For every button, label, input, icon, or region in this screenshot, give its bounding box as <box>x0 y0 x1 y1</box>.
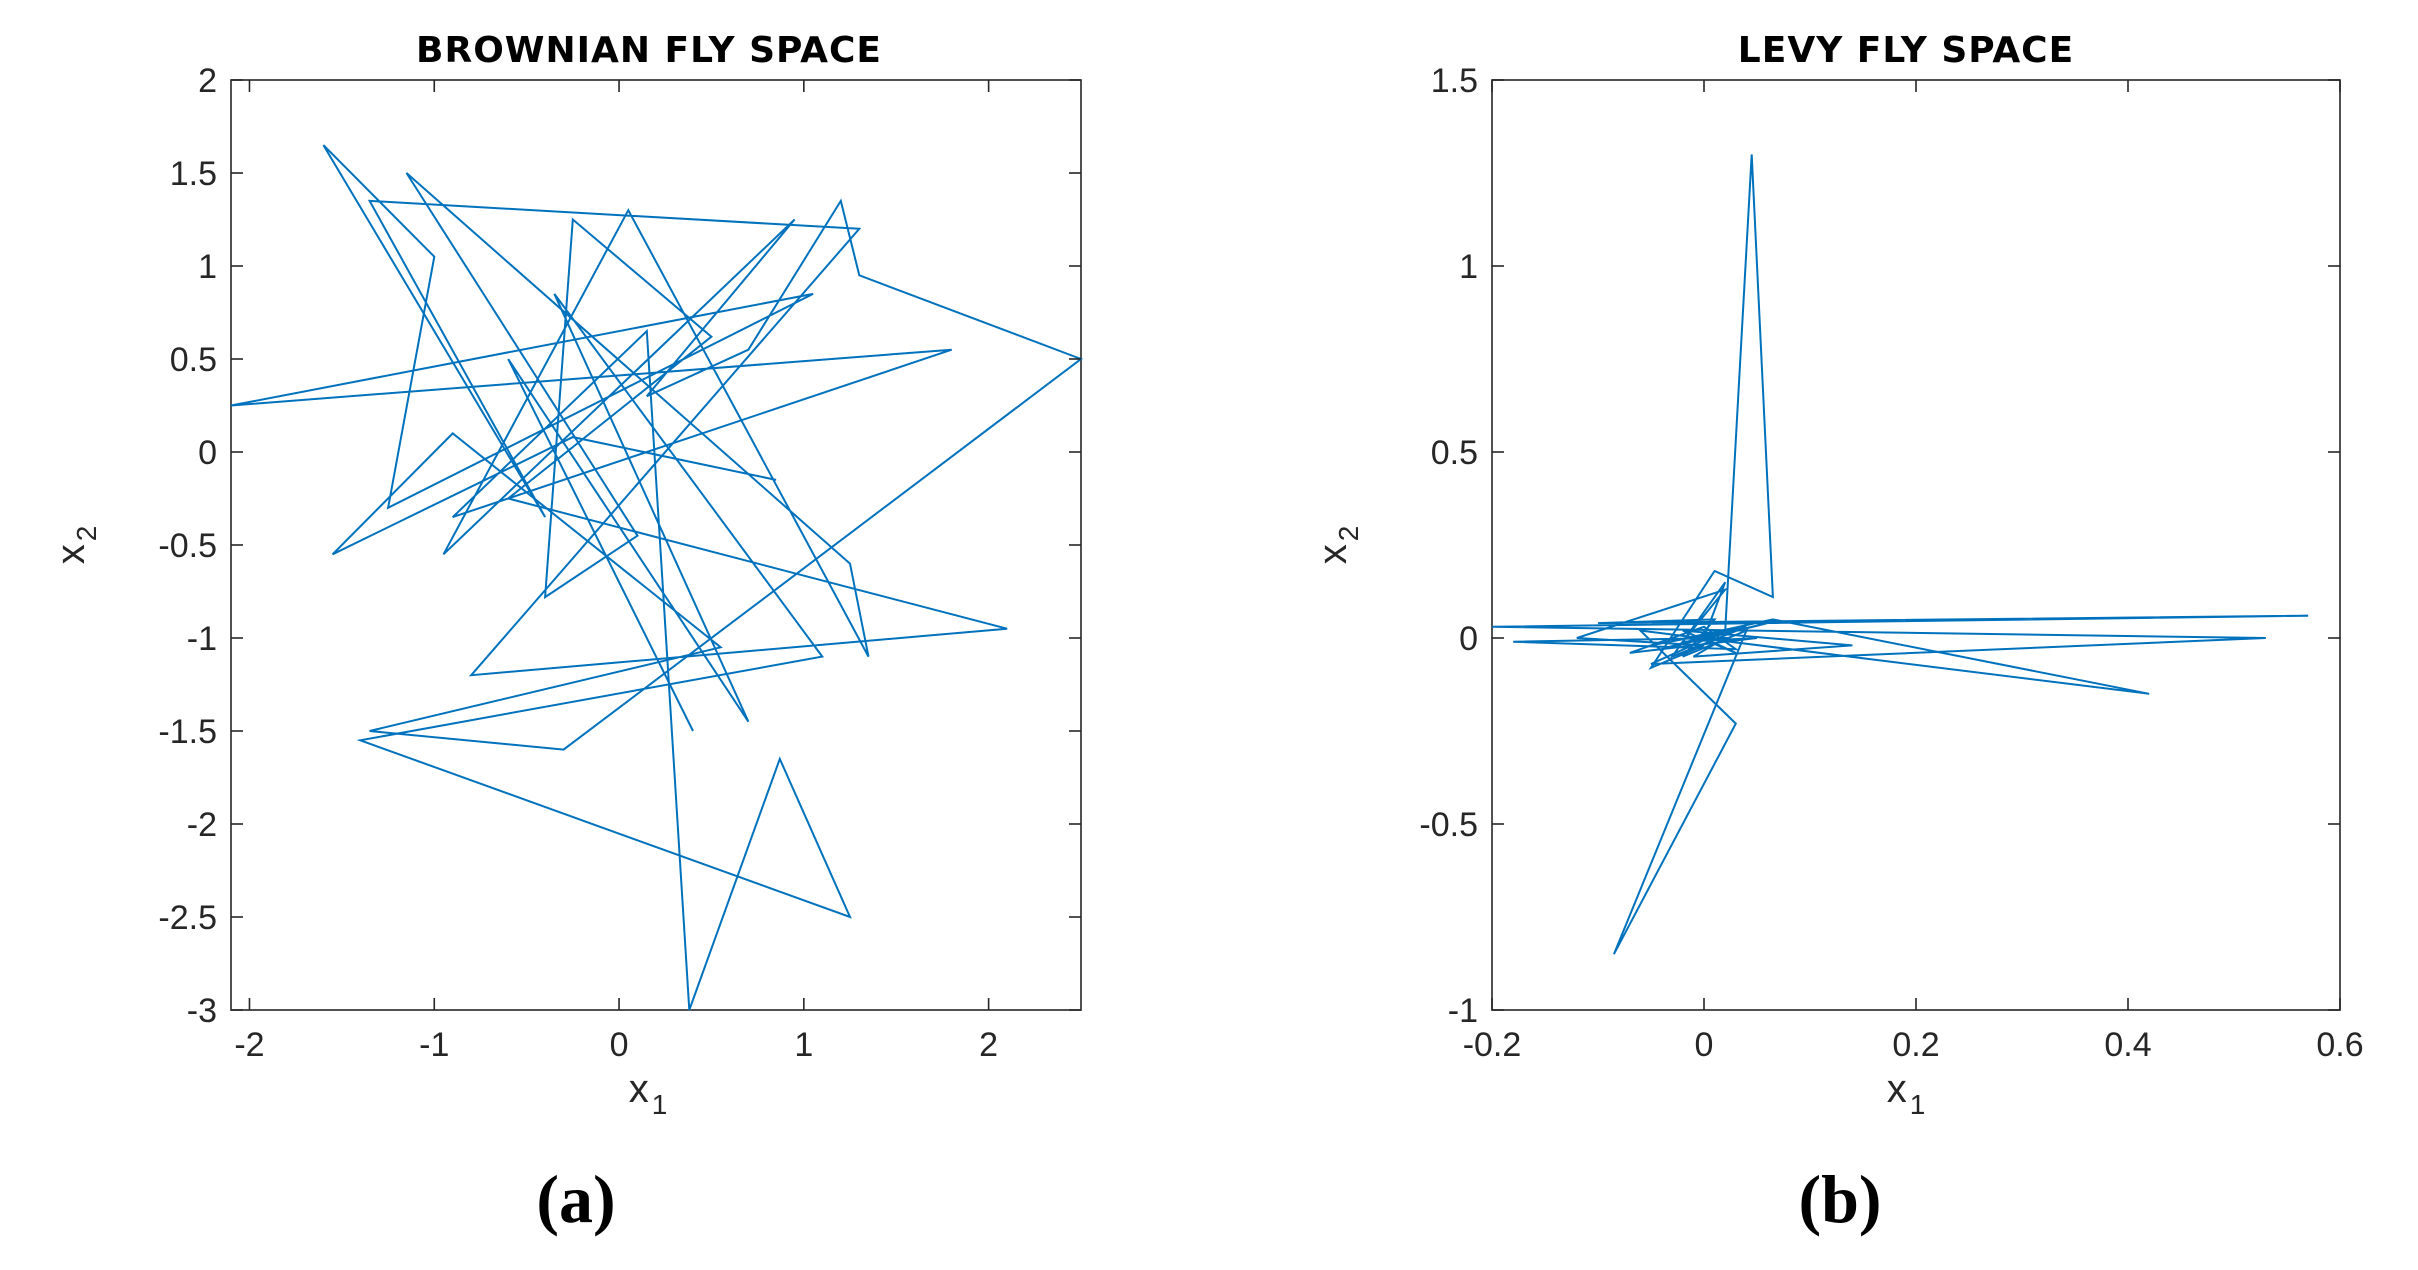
series-line-path <box>1491 154 2309 955</box>
chart-a-xlabel-main: x <box>629 1067 649 1111</box>
x-tick-label: 0.4 <box>2104 1026 2151 1064</box>
chart-a-ylabel-main: x <box>49 544 93 564</box>
chart-b-ylabel: x2 <box>1311 526 1364 565</box>
y-tick-label: 1.5 <box>170 155 217 193</box>
chart-a-ylabel-sub: 2 <box>71 526 102 542</box>
chart-b-axes-box <box>1491 79 2341 1011</box>
chart-a-axes-box <box>230 79 1082 1011</box>
y-tick-label: 1 <box>198 248 217 286</box>
y-tick-label: -3 <box>187 992 217 1030</box>
y-tick-label: 1 <box>1459 248 1478 286</box>
x-tick-label: 0.2 <box>1892 1026 1939 1064</box>
x-tick-label: 0.6 <box>2316 1026 2363 1064</box>
chart-b-xlabel-sub: 1 <box>1910 1089 1926 1120</box>
y-tick-label: -1.5 <box>158 713 217 751</box>
y-tick-label: -1 <box>187 620 217 658</box>
caption-b: (b) <box>1798 1161 1881 1237</box>
y-tick-label: -1 <box>1448 992 1478 1030</box>
series-line-path <box>230 144 1084 1011</box>
chart-b-ylabel-sub: 2 <box>1333 526 1364 542</box>
x-tick-label: -1 <box>419 1026 449 1064</box>
panel-b: LEVY FLY SPACE 1.5 1 0.5 0 -0.5 -1 -0.2 0 0.2 0.… <box>1311 30 2364 1237</box>
chart-a-xlabel-sub: 1 <box>652 1089 668 1120</box>
x-tick-label: 2 <box>979 1026 998 1064</box>
chart-b-xlabel-main: x <box>1887 1067 1907 1111</box>
y-tick-label: 2 <box>198 62 217 100</box>
y-tick-label: 0.5 <box>1431 434 1478 472</box>
x-tick-label: 1 <box>794 1026 813 1064</box>
x-tick-label: -2 <box>234 1026 264 1064</box>
y-tick-label: -0.5 <box>158 527 217 565</box>
chart-b-ylabel-main: x <box>1311 544 1355 564</box>
panel-a: BROWNIAN FLY SPACE 2 1.5 1 0.5 0 -0.5 -1 -1.5 -2… <box>49 30 1084 1237</box>
x-tick-label: 0 <box>610 1026 629 1064</box>
chart-b-title: LEVY FLY SPACE <box>1738 30 2074 71</box>
caption-a: (a) <box>536 1161 615 1237</box>
y-tick-label: -2 <box>187 806 217 844</box>
chart-a-ylabel: x2 <box>49 526 102 565</box>
chart-a-title: BROWNIAN FLY SPACE <box>416 30 882 71</box>
y-tick-label: -2.5 <box>158 899 217 937</box>
x-tick-label: -0.2 <box>1463 1026 1522 1064</box>
y-tick-label: 0.5 <box>170 341 217 379</box>
y-tick-label: 1.5 <box>1431 62 1478 100</box>
y-tick-label: 0 <box>198 434 217 472</box>
y-tick-label: 0 <box>1459 620 1478 658</box>
y-tick-label: -0.5 <box>1419 806 1478 844</box>
x-tick-label: 0 <box>1695 1026 1714 1064</box>
